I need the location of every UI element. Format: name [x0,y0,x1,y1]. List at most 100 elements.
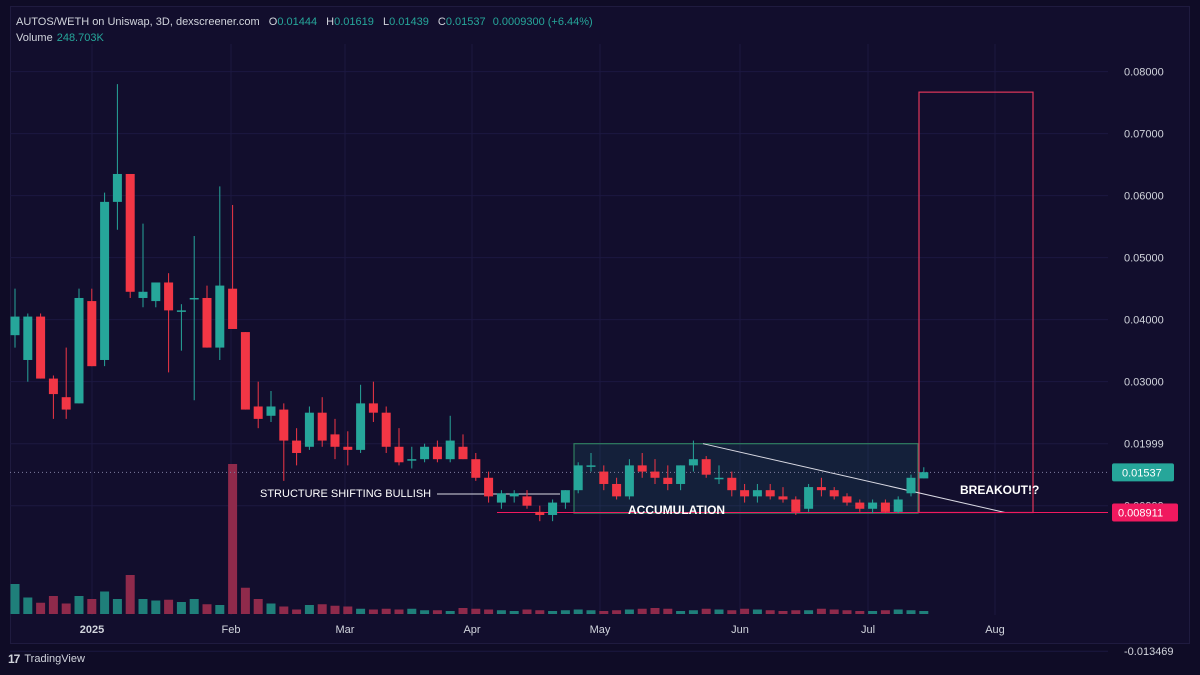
candle-body [317,412,327,441]
volume-bar [560,610,570,614]
candle-body [701,459,711,475]
time-axis: 2025 Feb Mar Apr May Jun Jul Aug [80,624,1005,636]
candle-body [279,409,289,441]
candle [189,235,199,401]
candle [535,505,545,522]
candle [458,434,468,460]
candle [48,375,58,419]
annotations: STRUCTURE SHIFTING BULLISH ACCUMULATION … [260,483,1039,517]
volume-bar [138,599,148,614]
volume-bar [573,609,583,614]
candle [228,204,238,329]
volume-bar [548,611,558,614]
y-tick-label: 0.07000 [1124,129,1164,141]
volume-bar [727,610,737,614]
candle [509,490,519,503]
candle [420,443,430,463]
price-axis: 0.08000 0.07000 0.06000 0.05000 0.04000 0.030… [1124,67,1174,659]
volume-bar [304,605,314,614]
candle-body [522,496,532,506]
volume-bar [74,596,84,614]
x-tick-label: Jun [731,624,749,636]
x-tick-label: May [590,624,611,636]
candle-body [87,301,97,367]
volume-bar [624,609,634,614]
candle [906,474,916,497]
candle-body [330,434,340,447]
candle-body [535,511,545,515]
volume-bar [714,609,724,614]
volume-bar [484,609,494,614]
candle-body [164,282,174,311]
candle-body [484,477,494,497]
candle [855,499,865,512]
candle [87,288,97,367]
close-value: 0.01537 [445,16,486,28]
candle [202,285,212,348]
candle [445,415,455,463]
volume-bar [740,608,750,614]
candle-body [266,406,276,416]
candle-body [765,490,775,497]
volume-bar [164,599,174,614]
volume-bar [522,609,532,614]
candle-body [356,403,366,450]
candle-body [573,465,583,491]
candle [253,381,263,429]
volume-bar [765,610,775,614]
candle [138,223,148,308]
candle-body [624,465,634,497]
candle [919,467,929,479]
volume-bar [855,611,865,614]
candle-body [253,406,263,419]
candle [752,483,762,503]
candle-body [125,173,135,292]
low-value: 0.01439 [389,16,429,28]
candle-body [804,487,814,509]
candle-body [727,477,737,491]
candle [663,465,673,491]
candle-body [855,502,865,509]
candle [381,406,391,453]
candle [23,313,33,382]
candle [151,282,161,308]
volume-bar [791,610,801,614]
candle [842,493,852,506]
candle-body [548,502,558,515]
ohlc-row: AUTOS/WETH on Uniswap, 3D, dexscreener.c… [16,14,593,30]
volume-bar [61,603,71,614]
volume-bar [701,608,711,614]
symbol-title: AUTOS/WETH on Uniswap, 3D, dexscreener.c… [16,16,260,28]
y-tick-label: -0.013469 [1124,646,1174,658]
structure-shifting-label: STRUCTURE SHIFTING BULLISH [260,488,431,500]
price-tags: 0.01537 0.008911 [1112,463,1178,522]
candle [304,406,314,450]
x-tick-label: Aug [985,624,1005,636]
candle [586,452,596,472]
descending-trendline [702,443,1006,513]
candle-body [893,499,903,512]
candle-body [663,477,673,484]
candle-body [842,496,852,503]
candle-body [868,502,878,509]
volume-bar [407,608,417,614]
candle [791,496,801,515]
candle [650,459,660,484]
candle [676,465,686,491]
volume-bar [48,596,58,614]
candle [36,313,46,379]
candle [573,462,583,494]
candle [829,487,839,500]
candle-body [599,471,609,484]
candle [471,452,481,481]
candle [893,496,903,514]
candle [740,483,750,503]
candle [880,499,890,514]
candle-body [202,297,212,348]
volume-bar [893,609,903,614]
volume-bar [688,610,698,614]
candle-body [215,285,225,348]
candle [599,465,609,491]
volume-bar [100,591,110,614]
